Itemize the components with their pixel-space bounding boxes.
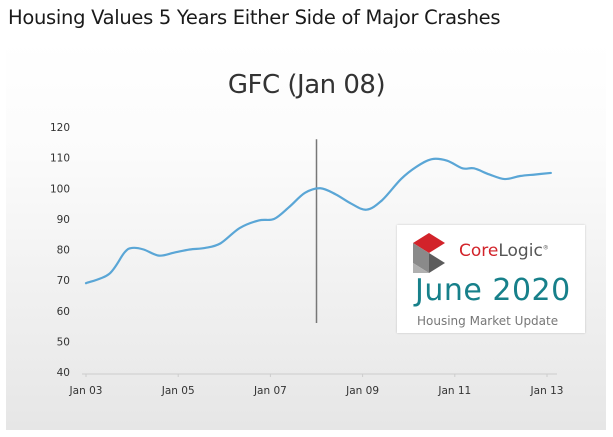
y-tick-label: 90 [57, 214, 70, 226]
page-title: Housing Values 5 Years Either Side of Ma… [8, 6, 501, 29]
corelogic-logo-card: CoreLogic® June 2020 Housing Market Upda… [397, 225, 585, 333]
y-tick-label: 80 [57, 245, 70, 257]
y-tick-label: 50 [57, 336, 70, 348]
x-tick-label: Jan 13 [530, 385, 564, 397]
chart-title: GFC (Jan 08) [227, 70, 386, 100]
edition-date: June 2020 [415, 273, 571, 308]
series-line [84, 157, 552, 285]
x-tick-label: Jan 03 [69, 385, 103, 397]
edition-subtitle: Housing Market Update [417, 314, 559, 328]
x-tick-label: Jan 09 [345, 385, 379, 397]
y-tick-label: 100 [50, 183, 70, 195]
x-tick-label: Jan 11 [437, 385, 471, 397]
y-tick-label: 70 [57, 275, 70, 287]
corelogic-cube-icon [413, 233, 445, 273]
x-tick-label: Jan 07 [253, 385, 287, 397]
y-tick-label: 60 [57, 306, 70, 318]
corelogic-wordmark: CoreLogic® [459, 241, 549, 261]
x-tick-label: Jan 05 [161, 385, 195, 397]
y-tick-label: 110 [50, 153, 70, 165]
y-tick-label: 40 [57, 367, 70, 379]
y-tick-label: 120 [50, 122, 70, 134]
